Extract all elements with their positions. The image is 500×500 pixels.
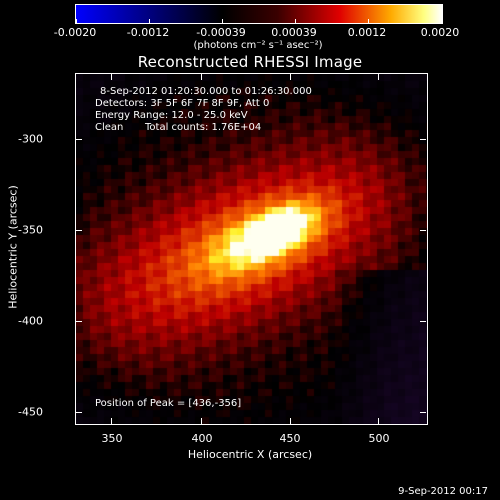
- colorbar-label: 0.00039: [271, 26, 317, 39]
- y-tick: [76, 230, 82, 231]
- peak-position: Position of Peak = [436,-356]: [95, 398, 242, 409]
- colorbar-tick: [222, 19, 223, 24]
- colorbar-tick: [295, 19, 296, 24]
- x-tick: [111, 418, 112, 424]
- colorbar-tick: [441, 19, 442, 24]
- colorbar-label: -0.00039: [196, 26, 246, 39]
- colorbar-label: -0.0012: [126, 26, 170, 39]
- colorbar-label: -0.0020: [53, 26, 97, 39]
- colorbar-tick: [149, 19, 150, 24]
- x-axis-title: Heliocentric X (arcsec): [187, 448, 313, 461]
- y-tick: [420, 139, 426, 140]
- x-tick: [378, 418, 379, 424]
- y-tick: [420, 230, 426, 231]
- x-tick: [378, 74, 379, 80]
- colorbar-gradient: [76, 5, 442, 23]
- x-tick: [290, 74, 291, 80]
- y-tick-label: -400: [18, 314, 43, 328]
- xray-image: [76, 74, 427, 424]
- image-plot: [75, 73, 428, 425]
- colorbar-label: 0.0020: [420, 26, 460, 39]
- x-tick-label: 500: [368, 432, 390, 445]
- colorbar-units: (photons cm⁻² s⁻¹ asec⁻²): [193, 40, 323, 51]
- algorithm-label: Clean: [95, 122, 124, 133]
- y-tick-label: -300: [18, 132, 43, 146]
- colorbar: [75, 4, 443, 24]
- time-range: 8-Sep-2012 01:20:30.000 to 01:26:30.000: [100, 86, 312, 97]
- x-tick-label: 350: [101, 432, 123, 445]
- timestamp: 9-Sep-2012 00:17: [398, 486, 488, 497]
- x-tick: [111, 74, 112, 80]
- detectors-info: Detectors: 3F 5F 6F 7F 8F 9F, Att 0: [95, 98, 270, 109]
- energy-range: Energy Range: 12.0 - 25.0 keV: [95, 110, 248, 121]
- y-tick-label: -450: [18, 405, 43, 419]
- y-tick: [76, 321, 82, 322]
- y-tick: [76, 139, 82, 140]
- y-tick: [420, 412, 426, 413]
- y-axis-title: Heliocentric Y (arcsec): [6, 185, 20, 309]
- colorbar-tick: [368, 19, 369, 24]
- plot-title: Reconstructed RHESSI Image: [137, 53, 363, 71]
- total-counts: Total counts: 1.76E+04: [145, 122, 262, 133]
- x-tick: [201, 418, 202, 424]
- colorbar-tick: [76, 19, 77, 24]
- colorbar-label: 0.0012: [347, 26, 387, 39]
- x-tick-label: 400: [191, 432, 213, 445]
- y-tick: [76, 412, 82, 413]
- y-tick-label: -350: [18, 223, 43, 237]
- x-tick-label: 450: [279, 432, 301, 445]
- x-tick: [201, 74, 202, 80]
- y-tick: [420, 321, 426, 322]
- x-tick: [290, 418, 291, 424]
